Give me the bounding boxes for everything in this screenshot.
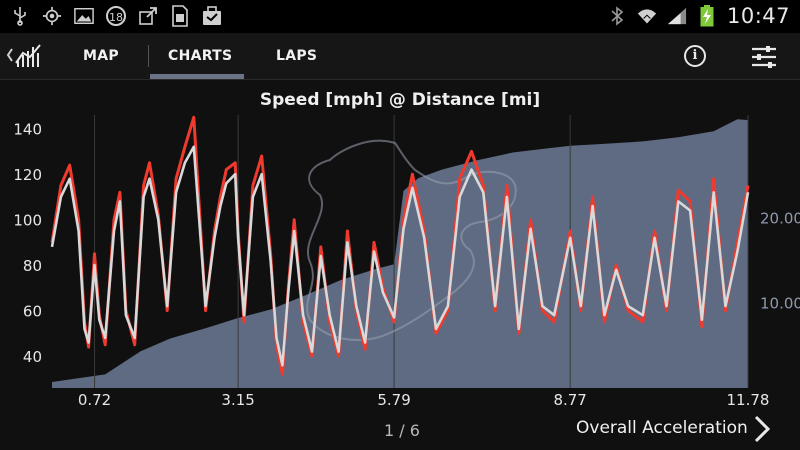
bluetooth-icon	[607, 5, 627, 27]
next-chart-link[interactable]: Overall Acceleration	[576, 418, 748, 438]
notification-badge: 18	[106, 6, 126, 26]
status-clock: 10:47	[726, 4, 790, 28]
info-icon: i	[692, 48, 698, 63]
speed-series-2-line	[50, 145, 750, 367]
battery-charging-icon	[697, 5, 717, 27]
sim-icon	[170, 5, 190, 27]
gps-icon	[42, 5, 62, 27]
x-tick-label: 8.77	[553, 391, 586, 409]
image-icon	[74, 5, 94, 27]
tab-charts[interactable]: CHARTS	[168, 48, 233, 64]
back-chevron-icon	[6, 48, 13, 62]
active-tab-indicator	[150, 74, 244, 79]
signal-icon	[667, 5, 687, 27]
y2-tick-label: 20.00	[760, 209, 800, 227]
sliders-icon	[752, 46, 776, 68]
y-tick-label: 100	[13, 212, 42, 230]
page-indicator: 1 / 6	[384, 421, 420, 440]
info-button[interactable]: i	[684, 45, 706, 67]
next-chart-button[interactable]	[752, 414, 772, 444]
status-bar: 18 10:47	[0, 0, 800, 33]
y-tick-label: 80	[23, 257, 42, 275]
wifi-icon	[637, 5, 657, 27]
chevron-right-icon	[754, 415, 771, 443]
app-bar: MAP CHARTS LAPS i	[0, 33, 800, 80]
tab-map[interactable]: MAP	[83, 48, 119, 64]
y-tick-label: 60	[23, 303, 42, 321]
x-tick-label: 5.79	[377, 391, 410, 409]
x-tick-label: 11.78	[727, 391, 770, 409]
tab-laps[interactable]: LAPS	[276, 48, 318, 64]
status-left-icons: 18	[10, 5, 222, 27]
y-tick-label: 40	[23, 348, 42, 366]
usb-icon	[10, 5, 30, 27]
chart-title: Speed [mph] @ Distance [mi]	[259, 90, 541, 110]
tab-divider	[148, 45, 149, 67]
briefcase-icon	[202, 5, 222, 27]
x-tick-label: 3.15	[221, 391, 254, 409]
y-tick-label: 120	[13, 166, 42, 184]
y2-tick-label: 10.00	[760, 295, 800, 313]
status-right-icons: 10:47	[607, 4, 790, 28]
x-tick-label: 0.72	[78, 391, 111, 409]
y-tick-label: 140	[13, 121, 42, 139]
app-logo-up-button[interactable]	[6, 41, 44, 71]
upload-icon	[138, 5, 158, 27]
chart-logo-icon	[15, 44, 41, 67]
settings-sliders-button[interactable]	[750, 43, 778, 71]
